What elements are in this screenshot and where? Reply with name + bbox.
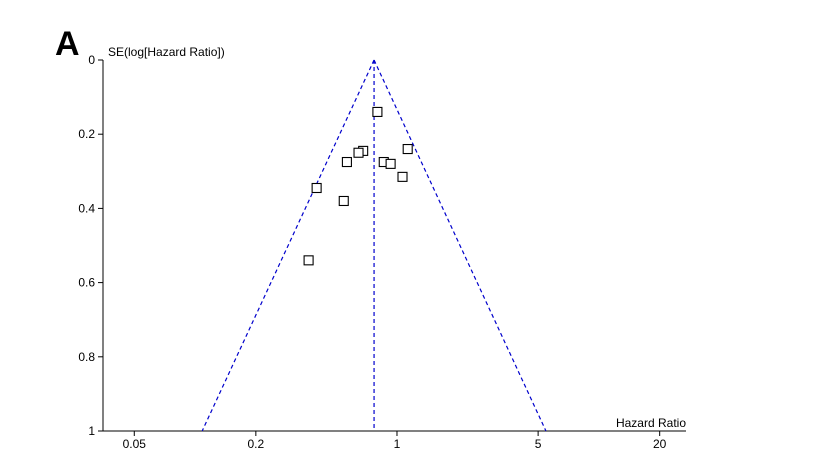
data-point bbox=[402, 143, 413, 155]
funnel-left-limit bbox=[201, 59, 375, 432]
y-tick-label: 0.2 bbox=[78, 127, 95, 141]
panel-label: A bbox=[55, 25, 80, 63]
x-tick-label: 0.05 bbox=[123, 437, 147, 451]
axes: 0 0.2 0.4 0.6 0.8 1 0.05 0.2 1 5 20 bbox=[78, 53, 686, 451]
x-axis-title: Hazard Ratio bbox=[616, 416, 686, 430]
data-point bbox=[341, 156, 352, 168]
funnel-lines bbox=[201, 59, 547, 432]
data-point bbox=[397, 171, 408, 182]
y-tick-label: 0.4 bbox=[78, 201, 95, 215]
funnel-right-limit bbox=[373, 59, 547, 432]
data-point bbox=[311, 182, 322, 194]
data-point bbox=[303, 255, 314, 266]
x-tick-label: 1 bbox=[394, 437, 401, 451]
x-tick-label: 0.2 bbox=[248, 437, 265, 451]
data-point bbox=[372, 106, 383, 117]
y-axis-title: SE(log[Hazard Ratio]) bbox=[108, 45, 225, 59]
data-point bbox=[385, 158, 396, 169]
y-tick-label: 0.8 bbox=[78, 350, 95, 364]
x-tick-label: 20 bbox=[653, 437, 667, 451]
x-tick-label: 5 bbox=[535, 437, 542, 451]
data-point bbox=[338, 195, 349, 207]
data-point bbox=[353, 147, 364, 158]
y-tick-label: 0.6 bbox=[78, 276, 95, 290]
data-points bbox=[303, 106, 413, 266]
y-tick-label: 1 bbox=[88, 424, 95, 438]
y-tick-label: 0 bbox=[88, 53, 95, 67]
